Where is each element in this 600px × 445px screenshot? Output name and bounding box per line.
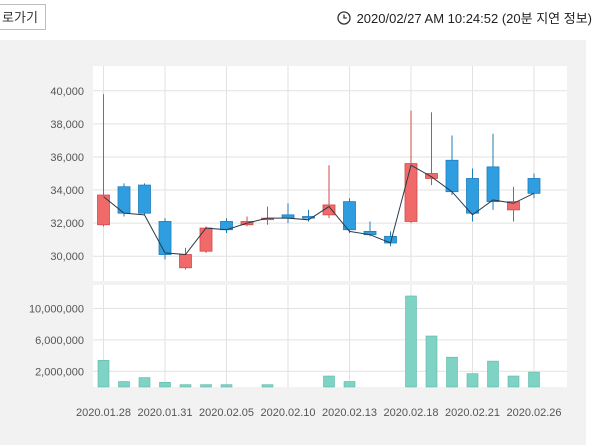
volume-bar	[446, 356, 458, 388]
volume-bar	[405, 295, 417, 388]
x-tick-label: 2020.02.21	[445, 407, 500, 419]
candle-body	[404, 163, 418, 222]
candle-body	[138, 184, 151, 214]
volume-tick-label: 6,000,000	[35, 335, 84, 347]
volume-bar	[466, 373, 479, 388]
candle-body	[425, 173, 438, 179]
volume-tick-label: 10,000,000	[29, 304, 84, 316]
volume-bar	[425, 335, 438, 388]
candle-body	[179, 254, 192, 269]
candle-body	[158, 221, 172, 255]
volume-bar	[487, 360, 499, 388]
timestamp-text: 2020/02/27 AM 10:24:52 (20분 지연 정보)	[356, 11, 592, 26]
volume-bar	[507, 375, 520, 388]
candle-body	[445, 159, 459, 193]
volume-bar	[138, 377, 151, 388]
candle-body	[97, 194, 110, 226]
price-tick-label: 32,000	[50, 218, 84, 230]
volume-bar	[261, 384, 274, 388]
volume-bar	[118, 381, 130, 388]
clock-icon	[336, 10, 351, 25]
candle-body	[199, 227, 213, 252]
back-button[interactable]: 로가기	[0, 4, 46, 30]
volume-tick-label: 2,000,000	[35, 366, 84, 378]
x-tick-label: 2020.02.05	[199, 407, 254, 419]
volume-bar	[159, 381, 171, 388]
price-tick-label: 40,000	[50, 86, 84, 98]
x-tick-label: 2020.01.31	[137, 407, 192, 419]
volume-bar	[220, 384, 233, 388]
price-tick-label: 30,000	[50, 251, 84, 263]
x-tick-label: 2020.02.13	[322, 407, 377, 419]
price-tick-label: 36,000	[50, 152, 84, 164]
x-tick-label: 2020.01.28	[76, 407, 131, 419]
x-tick-label: 2020.02.26	[506, 407, 561, 419]
price-tick-label: 38,000	[50, 119, 84, 131]
candle-body	[527, 178, 541, 194]
price-trend-line	[103, 164, 535, 256]
volume-bar	[97, 360, 110, 388]
volume-bar	[323, 375, 335, 388]
volume-bar	[528, 371, 540, 388]
timestamp-bar: 2020/02/27 AM 10:24:52 (20분 지연 정보)	[336, 8, 592, 27]
x-tick-label: 2020.02.18	[383, 407, 438, 419]
candle-body	[486, 166, 500, 203]
volume-bar	[343, 381, 356, 388]
volume-bar	[179, 384, 192, 388]
candle-body	[507, 201, 520, 211]
volume-bar	[200, 384, 212, 388]
candle-body	[302, 216, 315, 219]
x-tick-label: 2020.02.10	[260, 407, 315, 419]
candle-body	[343, 201, 356, 231]
candle-body	[466, 178, 479, 214]
price-tick-label: 34,000	[50, 185, 84, 197]
